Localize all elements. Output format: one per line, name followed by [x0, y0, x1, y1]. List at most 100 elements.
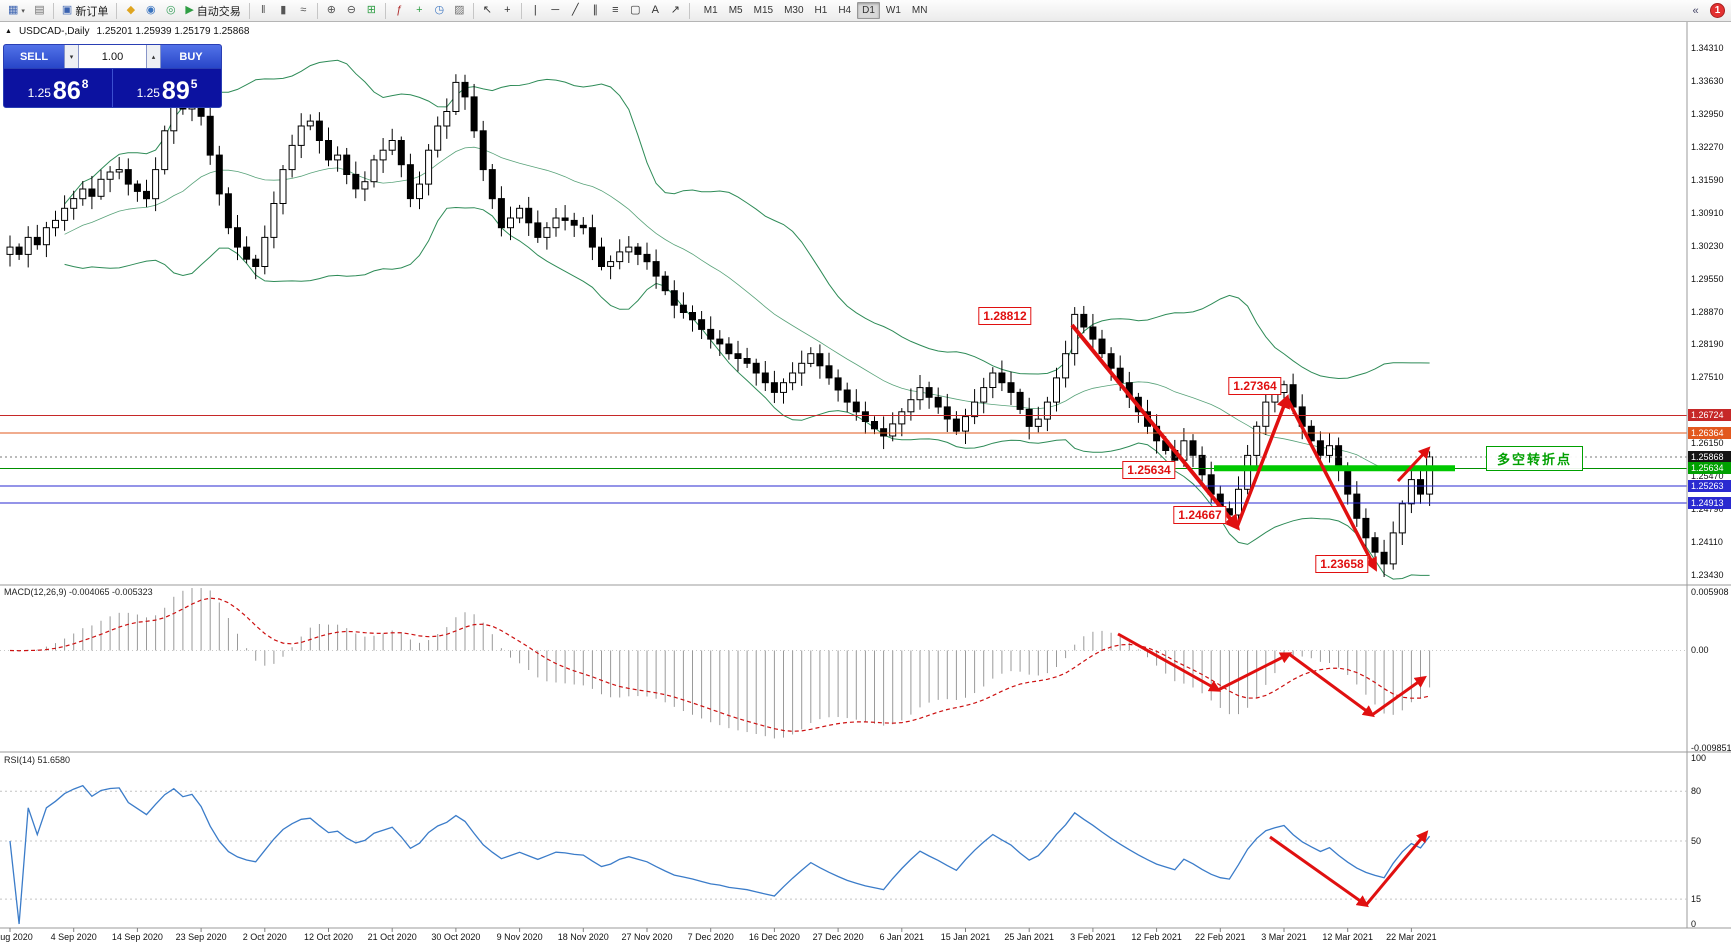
price-tick: 1.24110 [1691, 537, 1723, 548]
lot-down-button[interactable]: ▾ [64, 45, 79, 68]
macd-tick: 0.00 [1691, 645, 1709, 656]
candles-mode-button[interactable]: ▮ [274, 2, 293, 20]
add-indicator-button[interactable]: + [410, 2, 429, 20]
date-tick: 6 Aug 2020 [0, 932, 33, 942]
timeframe-m5[interactable]: M5 [728, 5, 743, 16]
trend-arrow [1235, 394, 1290, 528]
sell-price[interactable]: 1.25 86 8 [4, 69, 112, 107]
vertical-line-button-glyph: | [533, 4, 537, 16]
price-tick: 1.31590 [1691, 174, 1724, 185]
date-tick: 12 Oct 2020 [303, 932, 354, 942]
toolbar-overflow-button[interactable]: « [1692, 4, 1699, 17]
one-click-trading-panel: SELL ▾ ▴ BUY 1.25 86 8 1.25 89 5 [3, 44, 222, 108]
line-mode-button[interactable]: ≈ [294, 2, 313, 20]
autotrading-button[interactable]: ▶ 自动交易 [181, 2, 244, 20]
lot-input[interactable] [79, 45, 146, 68]
bars-mode-button[interactable]: ‖ [254, 2, 273, 20]
sell-button[interactable]: SELL [4, 45, 64, 68]
price-divider [112, 69, 113, 107]
channel-button[interactable]: ∥ [586, 2, 605, 20]
indicators-button[interactable]: ƒ [390, 2, 409, 20]
date-tick: 3 Mar 2021 [1261, 932, 1307, 942]
date-tick: 27 Dec 2020 [812, 932, 864, 942]
trend-arrow [1285, 397, 1377, 572]
zoom-out-button[interactable]: ⊖ [342, 2, 361, 20]
notification-badge[interactable]: 1 [1710, 3, 1725, 18]
buy-button[interactable]: BUY [161, 45, 221, 68]
text-button[interactable]: A [646, 2, 665, 20]
mql5-market-icon-glyph: ◆ [126, 4, 136, 16]
trend-arrow [1364, 830, 1429, 906]
new-order-button-text: 新订单 [75, 5, 109, 18]
periods-button[interactable]: ◷ [430, 2, 449, 20]
buy-price[interactable]: 1.25 89 5 [113, 69, 221, 107]
timeframe-w1[interactable]: W1 [885, 5, 901, 16]
timeframe-d1[interactable]: D1 [857, 2, 880, 19]
price-annotation[interactable]: 1.28812 [978, 307, 1032, 325]
turning-point-label[interactable]: 多空转折点 [1486, 446, 1584, 471]
date-tick: 15 Jan 2021 [940, 932, 991, 942]
timeframe-h4[interactable]: H4 [838, 5, 852, 16]
timeframe-m30[interactable]: M30 [784, 5, 804, 16]
timeframe-m15[interactable]: M15 [753, 5, 774, 16]
date-tick: 12 Mar 2021 [1322, 932, 1373, 942]
toolbar-separator [520, 2, 522, 19]
toolbar-separator [384, 2, 386, 19]
buy-price-pip: 5 [190, 77, 198, 91]
price-level-badge: 1.24913 [1688, 497, 1731, 510]
crosshair-button-glyph: + [504, 4, 511, 16]
date-tick: 3 Feb 2021 [1070, 932, 1116, 942]
channel-button-glyph: ∥ [592, 4, 599, 16]
new-order-button-glyph: ▣ [61, 4, 73, 16]
price-level-badge: 1.25868 [1688, 450, 1731, 463]
community-icon-glyph: ◉ [146, 4, 156, 16]
timeframe-h1[interactable]: H1 [814, 5, 828, 16]
date-tick: 9 Nov 2020 [496, 932, 543, 942]
price-tick: 1.32270 [1691, 141, 1724, 152]
tile-windows-button[interactable]: ⊞ [362, 2, 381, 20]
text-button-glyph: A [651, 4, 659, 16]
toolbar-separator [248, 2, 250, 19]
main-toolbar: ▦ ▾ ▤ ▣ 新订单 ◆ ◉ ◎ ▶ 自动交易 ‖ ▮ ≈ ⊕ ⊖ ⊞ ƒ + ◷ ▨ ↖ + | ─ ╱ ∥ ≡ ▢ A ↗ M1 M5… [0, 0, 1731, 22]
horizontal-line-button[interactable]: ─ [546, 2, 565, 20]
crosshair-button[interactable]: + [498, 2, 517, 20]
rsi-line [9, 784, 1431, 925]
search-icon[interactable]: ◎ [161, 2, 180, 20]
profiles-button[interactable]: ▤ [30, 2, 49, 20]
date-tick: 30 Oct 2020 [431, 932, 481, 942]
horizontal-line-button-glyph: ─ [551, 4, 560, 16]
price-annotation[interactable]: 1.25634 [1122, 461, 1176, 479]
fibonacci-button[interactable]: ≡ [606, 2, 625, 20]
timeframe-m1[interactable]: M1 [703, 5, 718, 16]
vertical-line-button[interactable]: | [526, 2, 545, 20]
zoom-in-button[interactable]: ⊕ [322, 2, 341, 20]
templates-button[interactable]: ▨ [450, 2, 469, 20]
date-tick: 23 Sep 2020 [175, 932, 227, 942]
price-annotation[interactable]: 1.24667 [1173, 506, 1227, 524]
date-tick: 22 Feb 2021 [1195, 932, 1246, 942]
price-annotation[interactable]: 1.27364 [1228, 377, 1282, 395]
price-annotation[interactable]: 1.23658 [1315, 555, 1369, 573]
rsi-label: RSI(14) 51.6580 [4, 755, 71, 765]
date-tick: 27 Nov 2020 [621, 932, 673, 942]
arrows-button-glyph: ↗ [670, 4, 680, 16]
periods-button-glyph: ◷ [434, 4, 445, 16]
mql5-market-icon[interactable]: ◆ [121, 2, 140, 20]
shapes-button[interactable]: ▢ [626, 2, 645, 20]
price-tick: 1.32950 [1691, 108, 1724, 119]
cursor-button[interactable]: ↖ [478, 2, 497, 20]
new-order-button[interactable]: ▣ 新订单 [58, 2, 112, 20]
timeframe-mn[interactable]: MN [911, 5, 928, 16]
lot-up-button[interactable]: ▴ [146, 45, 161, 68]
price-tick: 1.26150 [1691, 438, 1724, 449]
price-level-badge: 1.25634 [1688, 462, 1731, 475]
one-click-price-row: 1.25 86 8 1.25 89 5 [4, 68, 221, 107]
arrows-button[interactable]: ↗ [666, 2, 685, 20]
trendline-button[interactable]: ╱ [566, 2, 585, 20]
buy-price-figure: 1.25 [136, 86, 160, 100]
new-chart-button[interactable]: ▦ ▾ [4, 2, 29, 20]
rsi-tick: 0 [1691, 919, 1697, 929]
community-icon[interactable]: ◉ [141, 2, 160, 20]
